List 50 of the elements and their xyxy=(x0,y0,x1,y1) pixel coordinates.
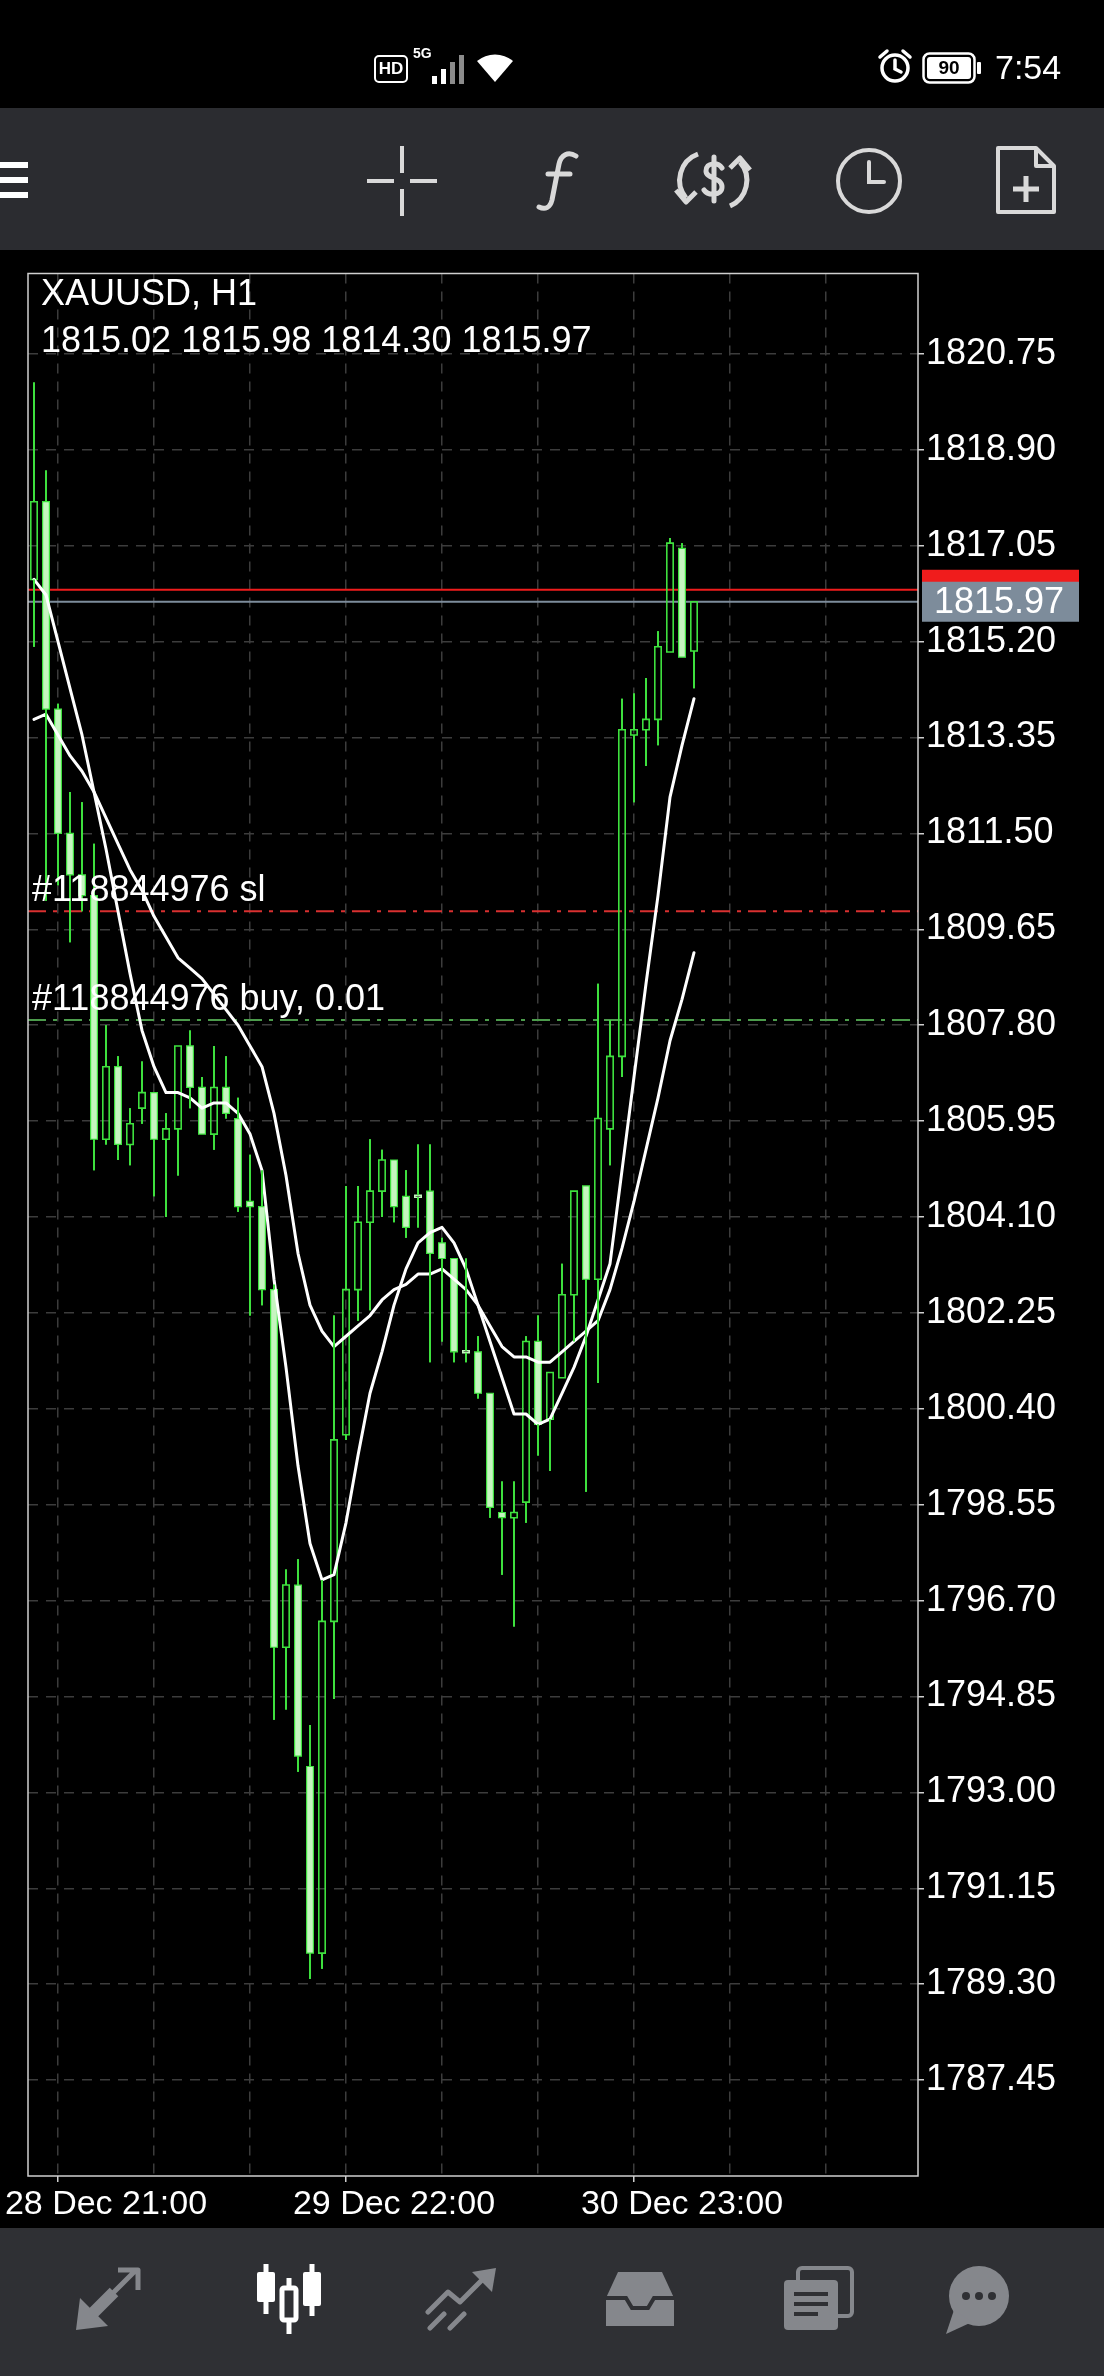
candlestick xyxy=(174,1045,182,1177)
candlestick xyxy=(654,630,662,747)
candlestick xyxy=(150,1092,158,1198)
y-tick-label: 1807.80 xyxy=(926,1002,1057,1044)
candlestick xyxy=(522,1335,530,1524)
text: HD xyxy=(374,55,408,83)
candlestick xyxy=(510,1480,518,1628)
y-tick-label: 1805.95 xyxy=(926,1098,1057,1140)
y-tick-label: 1818.90 xyxy=(926,426,1057,468)
text: 5G xyxy=(413,45,432,61)
y-tick-label: 1794.85 xyxy=(926,1673,1057,1715)
y-tick-label: 1804.10 xyxy=(926,1193,1057,1235)
candlestick xyxy=(570,1190,578,1343)
candlestick xyxy=(630,692,638,804)
candlestick xyxy=(138,1060,146,1125)
y-tick-label: 1802.25 xyxy=(926,1289,1057,1331)
candlestick xyxy=(474,1335,482,1400)
ref-line-label: 1815.97 xyxy=(934,579,1065,621)
y-tick-label: 1817.05 xyxy=(926,522,1057,564)
y-tick-label: 1815.20 xyxy=(926,618,1057,660)
x-tick-label: 28 Dec 21:00 xyxy=(4,2182,208,2221)
candlestick xyxy=(462,1257,470,1364)
candlestick xyxy=(30,381,38,648)
text: 7:54 xyxy=(995,47,1062,87)
y-tick-label: 1796.70 xyxy=(926,1577,1057,1619)
candlestick xyxy=(318,1578,326,1970)
y-tick-label: 1820.75 xyxy=(926,330,1057,372)
y-tick-label: 1798.55 xyxy=(926,1481,1057,1523)
y-tick-label: 1811.50 xyxy=(926,810,1054,852)
candlestick xyxy=(366,1138,374,1312)
x-tick-label: 30 Dec 23:00 xyxy=(580,2182,784,2221)
y-tick-label: 1813.35 xyxy=(926,714,1057,756)
y-tick-label: 1793.00 xyxy=(926,1769,1057,1811)
candlestick xyxy=(414,1143,422,1229)
chart-title: XAUUSD, H1 xyxy=(41,272,258,314)
candlestick xyxy=(690,600,698,690)
y-tick-label: 1787.45 xyxy=(926,2057,1057,2099)
y-tick-label: 1800.40 xyxy=(926,1385,1057,1427)
candlestick xyxy=(102,1024,110,1146)
y-tick-label: 1791.15 xyxy=(926,1865,1057,1907)
text: 1815.02 1815.98 1814.30 1815.97 xyxy=(41,319,592,361)
x-tick-label: 29 Dec 22:00 xyxy=(292,2182,496,2221)
candlestick xyxy=(126,1107,134,1167)
y-tick-label: 1789.30 xyxy=(926,1961,1057,2003)
y-tick-label: 1809.65 xyxy=(926,906,1057,948)
candlestick xyxy=(270,1283,278,1721)
candlestick xyxy=(282,1568,290,1711)
candlestick xyxy=(558,1262,566,1379)
candlestick xyxy=(582,1185,590,1493)
text: 90 xyxy=(927,57,971,79)
